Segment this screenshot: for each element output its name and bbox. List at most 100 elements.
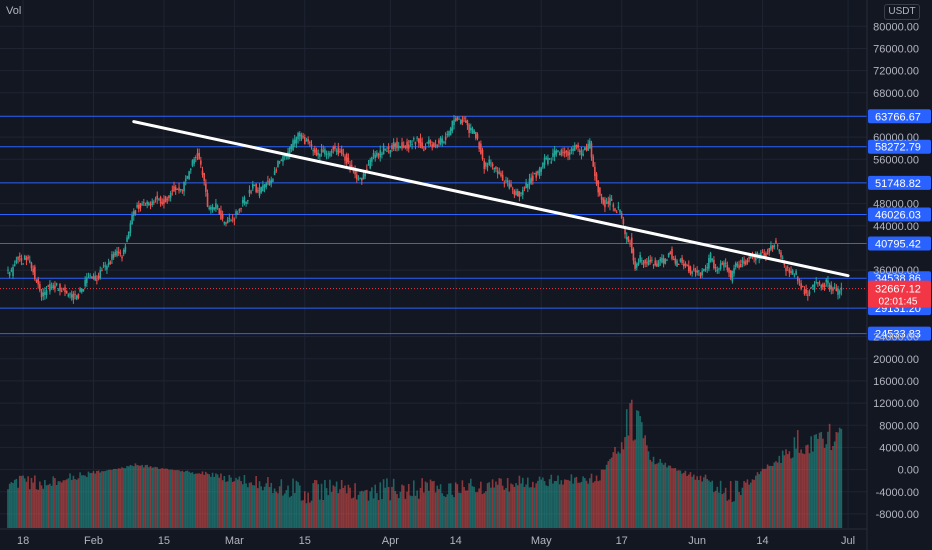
candle-body — [810, 287, 812, 289]
volume-bar — [34, 475, 36, 528]
candle-body — [221, 214, 224, 219]
volume-bar — [550, 474, 553, 528]
horizontal-levels: 63766.67 58272.79 51748.82 46026.03 40795.42… — [0, 109, 931, 341]
volume-bar — [149, 466, 152, 528]
candle-body — [169, 192, 172, 198]
candle-body — [357, 179, 360, 181]
candle-body — [575, 144, 578, 147]
volume-bar — [87, 471, 90, 528]
candle-body — [15, 260, 18, 263]
candle-body — [126, 237, 128, 242]
candle-body — [553, 150, 556, 157]
candle-body — [325, 154, 328, 156]
candle-body — [295, 137, 298, 144]
candle-body — [577, 144, 579, 148]
currency-selector-button[interactable]: USDT — [884, 4, 920, 20]
candle-body — [768, 248, 771, 253]
candle-body — [65, 290, 68, 294]
candle-body — [594, 166, 596, 177]
volume-bar — [577, 482, 579, 528]
candle-body — [139, 203, 142, 208]
candle-body — [689, 266, 692, 274]
volume-bar — [837, 432, 839, 528]
candle-body — [129, 223, 132, 233]
volume-bar — [189, 472, 192, 528]
volume-bar — [667, 465, 670, 528]
volume-bar — [278, 486, 281, 528]
volume-bar — [433, 480, 435, 528]
candle-body — [205, 183, 207, 193]
volume-bar — [327, 495, 330, 528]
candle-body — [80, 288, 83, 293]
volume-bar — [106, 470, 108, 528]
candle-body — [13, 264, 16, 267]
candle-body — [827, 280, 829, 284]
volume-bar — [50, 485, 53, 528]
candle-body — [79, 288, 81, 292]
candle-body — [434, 144, 437, 146]
volume-bar — [578, 482, 581, 528]
volume-bar — [376, 493, 378, 528]
candle-body — [164, 196, 167, 203]
candle-body — [604, 199, 606, 208]
candle-body — [761, 252, 764, 254]
y-tick-label: 44000.00 — [873, 221, 919, 233]
candle-body — [734, 262, 737, 268]
x-tick-label: Jun — [688, 535, 706, 547]
candle-body — [300, 134, 303, 140]
volume-bar — [535, 483, 537, 528]
volume-bar — [778, 455, 781, 528]
candle-body — [501, 174, 504, 181]
candle-body — [506, 180, 509, 182]
candle-body — [535, 172, 537, 178]
volume-bar — [515, 483, 517, 528]
volume-bar — [211, 472, 214, 528]
candle-body — [381, 153, 383, 156]
candle-body — [478, 142, 480, 149]
volume-bar — [253, 485, 256, 528]
candle-body — [625, 237, 628, 240]
candle-body — [124, 246, 127, 252]
candle-body — [409, 140, 412, 144]
volume-bar — [704, 474, 707, 528]
volume-bar — [630, 399, 633, 528]
candle-body — [109, 261, 112, 264]
y-tick-label: 12000.00 — [873, 398, 919, 410]
x-tick-label: Jul — [841, 535, 855, 547]
volume-bar — [7, 489, 9, 528]
volume-bar — [734, 480, 737, 528]
candle-body — [746, 259, 749, 263]
volume-bar — [407, 483, 410, 528]
volume-bar — [310, 500, 313, 528]
candle-body — [364, 172, 366, 177]
candle-body — [374, 155, 377, 159]
volume-bar — [171, 469, 174, 528]
candle-body — [153, 201, 155, 203]
volume-bar — [713, 492, 715, 528]
volume-bar — [335, 481, 338, 528]
volume-bar — [570, 474, 573, 528]
volume-indicator-label[interactable]: Vol — [6, 5, 22, 17]
volume-bar — [624, 437, 626, 528]
volume-bar — [350, 498, 353, 528]
candle-body — [703, 269, 705, 272]
candle-body — [706, 266, 709, 269]
volume-bar — [649, 459, 652, 528]
volume-bar — [506, 478, 509, 528]
volume-bar — [830, 449, 833, 528]
volume-bar — [216, 474, 219, 528]
candle-body — [790, 271, 792, 273]
candle-body — [560, 149, 563, 155]
x-tick-label: Mar — [225, 535, 244, 547]
candle-body — [458, 118, 460, 120]
candle-body — [723, 262, 725, 268]
candle-body — [449, 128, 452, 136]
candle-body — [82, 289, 85, 292]
volume-bar — [785, 449, 787, 528]
volume-bar — [117, 468, 120, 528]
candle-body — [62, 288, 65, 290]
volume-bar — [498, 478, 501, 528]
volume-bar — [612, 452, 615, 528]
volume-bar — [646, 445, 648, 528]
